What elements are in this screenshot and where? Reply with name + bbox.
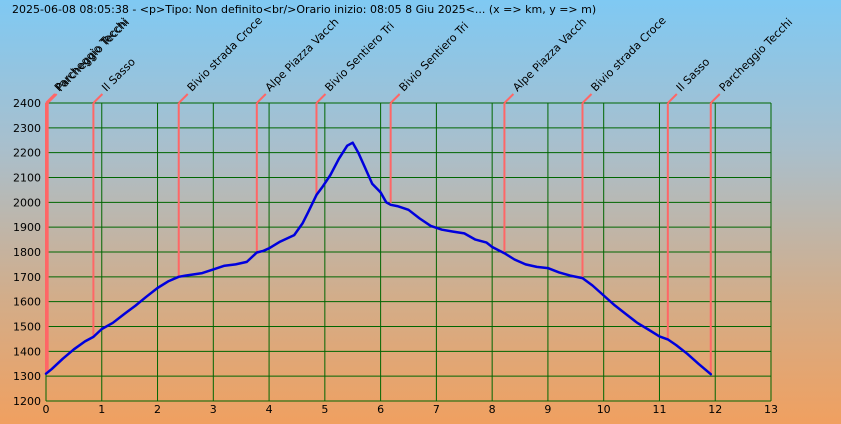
x-tick-label: 7 xyxy=(433,403,440,416)
x-tick-label: 6 xyxy=(377,403,384,416)
grid xyxy=(45,102,772,402)
y-tick-label: 2100 xyxy=(13,172,41,185)
waypoint-leader xyxy=(710,93,721,104)
waypoint-leader xyxy=(389,93,401,104)
x-tick-label: 3 xyxy=(210,403,217,416)
x-tick-label: 4 xyxy=(266,403,273,416)
x-tick-label: 2 xyxy=(154,403,161,416)
elevation-line xyxy=(44,141,713,376)
y-tick-label: 1200 xyxy=(13,395,41,408)
waypoint-label: Il Sasso xyxy=(99,55,138,94)
waypoint-leader xyxy=(581,93,593,104)
x-tick-label: 12 xyxy=(708,403,722,416)
waypoint-leader xyxy=(46,93,58,104)
waypoint-label: Il Sasso xyxy=(674,55,713,94)
waypoint-label: Alpe Piazza Vacch xyxy=(510,15,589,94)
y-tick-label: 1500 xyxy=(13,321,41,334)
y-tick-label: 2300 xyxy=(13,122,41,135)
x-tick-label: 13 xyxy=(764,403,778,416)
y-tick-label: 2000 xyxy=(13,196,41,209)
y-tick-label: 1900 xyxy=(13,221,41,234)
y-tick-label: 1400 xyxy=(13,345,41,358)
y-tick-label: 1800 xyxy=(13,246,41,259)
y-tick-label: 1600 xyxy=(13,296,41,309)
waypoint-label: Bivio Sentiero Tri xyxy=(397,20,472,95)
waypoint-label: Parcheggio Tecchi xyxy=(717,16,795,94)
y-tick-label: 2200 xyxy=(13,147,41,160)
waypoint-label: Bivio strada Croce xyxy=(588,14,668,94)
waypoint-leader xyxy=(92,93,104,104)
x-tick-label: 8 xyxy=(489,403,496,416)
axis-labels: 0 1 2 3 4 5 6 7 8 9 10 11 12 131200130014001500160017… xyxy=(13,97,778,416)
y-tick-label: 2400 xyxy=(13,97,41,110)
waypoint-leader xyxy=(667,93,678,104)
waypoint-leader xyxy=(178,93,189,104)
x-tick-label: 0 xyxy=(43,403,50,416)
waypoint-leader xyxy=(315,93,327,104)
x-tick-label: 11 xyxy=(652,403,666,416)
series-layer xyxy=(44,141,713,376)
waypoint-label: Bivio strada Croce xyxy=(185,14,265,94)
chart-title: 2025-06-08 08:05:38 - <p>Tipo: Non defin… xyxy=(12,3,596,16)
x-tick-label: 5 xyxy=(321,403,328,416)
y-tick-label: 1700 xyxy=(13,271,41,284)
x-tick-label: 9 xyxy=(544,403,551,416)
x-tick-label: 1 xyxy=(98,403,105,416)
waypoint-leader xyxy=(45,93,56,104)
x-tick-label: 10 xyxy=(597,403,611,416)
waypoint-leader xyxy=(503,93,515,104)
waypoint-leader xyxy=(256,93,267,104)
y-tick-label: 1300 xyxy=(13,370,41,383)
